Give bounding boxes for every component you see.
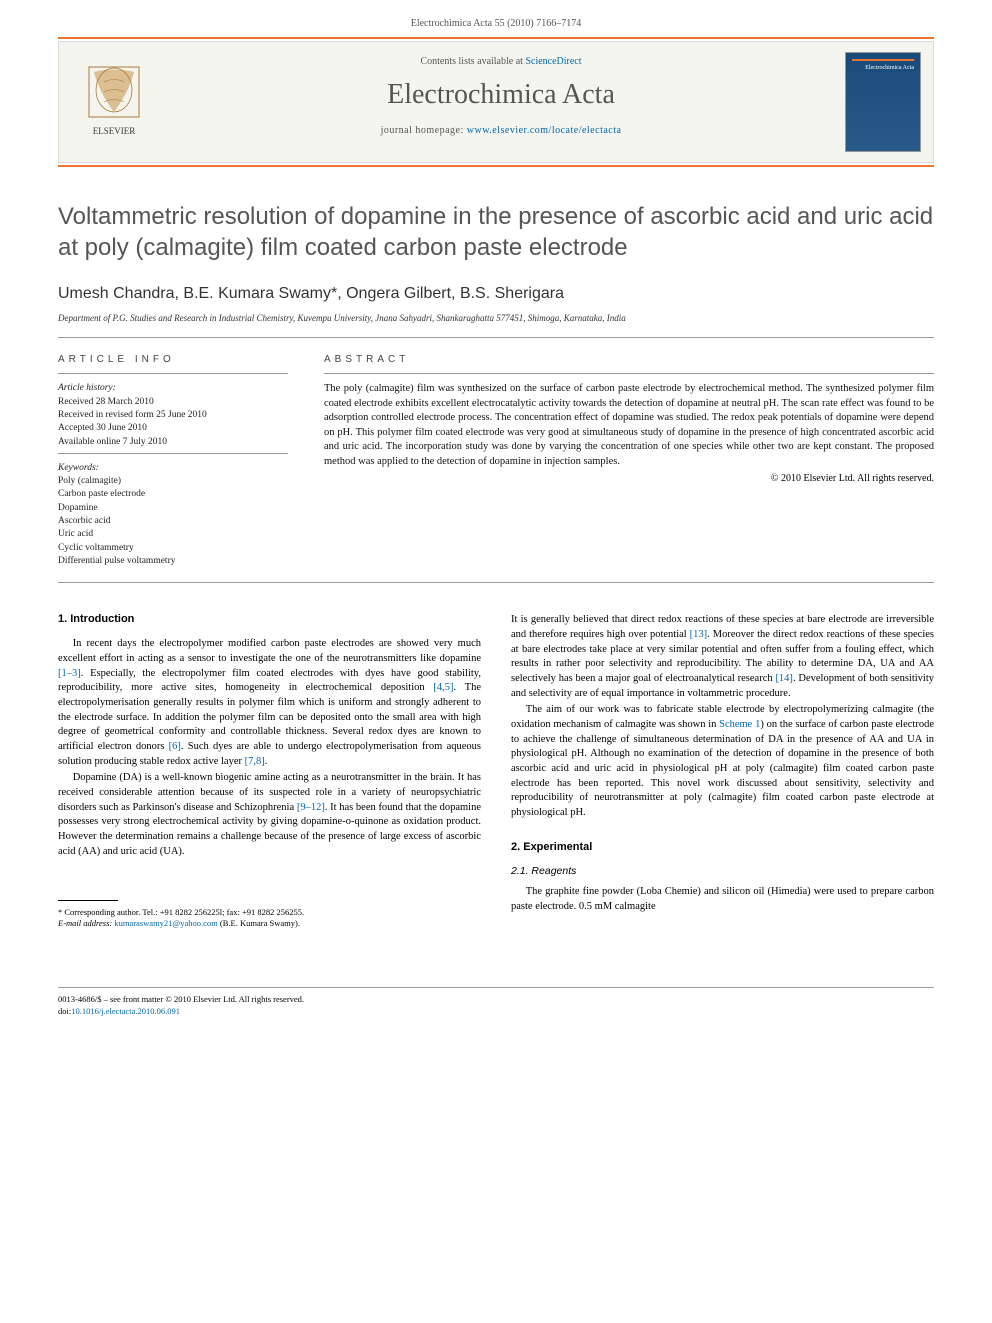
article-title: Voltammetric resolution of dopamine in t… — [58, 201, 934, 263]
intro-para-2: Dopamine (DA) is a well-known biogenic a… — [58, 771, 481, 859]
contents-line: Contents lists available at ScienceDirec… — [169, 56, 833, 67]
publisher-logo-cell: ELSEVIER — [59, 42, 169, 162]
reagents-para-1: The graphite fine powder (Loba Chemie) a… — [511, 885, 934, 914]
divider — [58, 337, 934, 338]
authors: Umesh Chandra, B.E. Kumara Swamy*, Onger… — [58, 285, 934, 303]
divider — [324, 373, 934, 374]
email-link[interactable]: kumaraswamy21@yahoo.com — [114, 918, 217, 928]
divider — [58, 453, 288, 454]
ref-link[interactable]: [14] — [775, 673, 793, 684]
right-column: It is generally believed that direct red… — [511, 613, 934, 929]
abstract-text: The poly (calmagite) film was synthesize… — [324, 382, 934, 469]
intro-para-1: In recent days the electropolymer modifi… — [58, 637, 481, 769]
journal-name: Electrochimica Acta — [169, 79, 833, 111]
intro-para-3: It is generally believed that direct red… — [511, 613, 934, 701]
divider — [58, 582, 934, 583]
divider — [58, 987, 934, 988]
ref-link[interactable]: [4,5] — [433, 682, 453, 693]
intro-para-4: The aim of our work was to fabricate sta… — [511, 703, 934, 821]
ref-link[interactable]: [9–12] — [297, 802, 325, 813]
ref-link[interactable]: [1–3] — [58, 668, 81, 679]
affiliation: Department of P.G. Studies and Research … — [58, 313, 934, 323]
article-history: Article history: Received 28 March 2010 … — [58, 382, 288, 448]
divider — [58, 373, 288, 374]
ref-link[interactable]: [7,8] — [245, 756, 265, 767]
keywords: Keywords: Poly (calmagite) Carbon paste … — [58, 462, 288, 568]
doi-link[interactable]: 10.1016/j.electacta.2010.06.091 — [71, 1006, 180, 1016]
subsection-heading-reagents: 2.1. Reagents — [511, 865, 934, 877]
abstract-label: ABSTRACT — [324, 354, 934, 365]
corresponding-author-footnote: * Corresponding author. Tel.: +91 8282 2… — [58, 907, 481, 930]
publisher-name: ELSEVIER — [93, 126, 136, 136]
abstract-copyright: © 2010 Elsevier Ltd. All rights reserved… — [324, 473, 934, 484]
section-heading-experimental: 2. Experimental — [511, 841, 934, 853]
citation-text: Electrochimica Acta 55 (2010) 7166–7174 — [411, 18, 582, 29]
homepage-link[interactable]: www.elsevier.com/locate/electacta — [467, 125, 622, 136]
homepage-line: journal homepage: www.elsevier.com/locat… — [169, 125, 833, 136]
ref-link[interactable]: [13] — [690, 629, 708, 640]
left-column: 1. Introduction In recent days the elect… — [58, 613, 481, 929]
elsevier-logo: ELSEVIER — [79, 62, 149, 142]
scheme-link[interactable]: Scheme 1 — [719, 719, 760, 730]
sciencedirect-link[interactable]: ScienceDirect — [525, 56, 581, 67]
footnote-rule — [58, 900, 118, 901]
doi-block: 0013-4686/$ – see front matter © 2010 El… — [0, 994, 992, 1047]
section-heading-introduction: 1. Introduction — [58, 613, 481, 625]
journal-cover-thumb: Electrochimica Acta — [845, 52, 921, 152]
ref-link[interactable]: [6] — [169, 741, 181, 752]
running-header: Electrochimica Acta 55 (2010) 7166–7174 — [0, 0, 992, 37]
article-info-label: ARTICLE INFO — [58, 354, 288, 365]
journal-banner: ELSEVIER Contents lists available at Sci… — [58, 37, 934, 167]
